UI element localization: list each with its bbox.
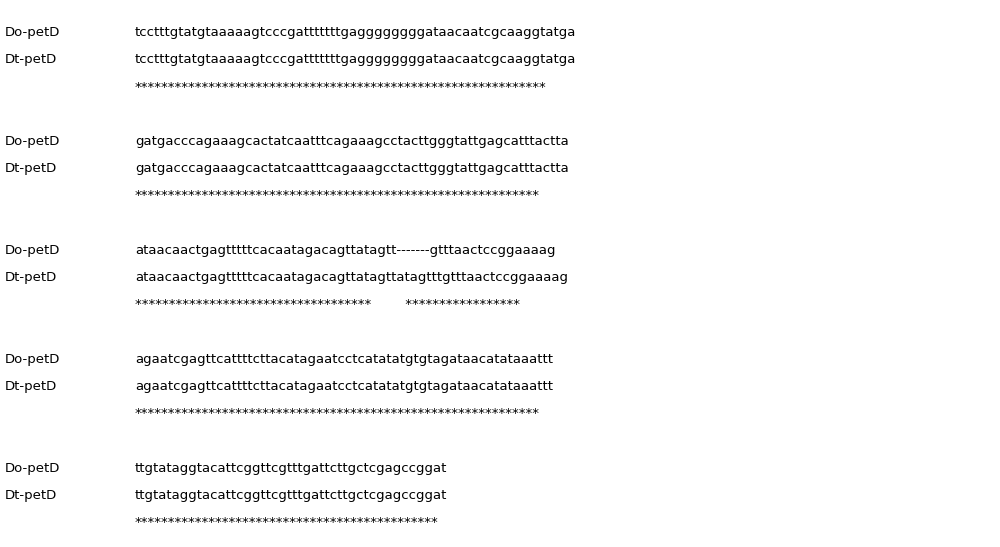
Text: ***********************************        *****************: *********************************** ****…	[135, 298, 520, 311]
Text: ttgtataggtacattcggttcgtttgattcttgctcgagccggat: ttgtataggtacattcggttcgtttgattcttgctcgagc…	[135, 462, 447, 475]
Text: ************************************************************: ****************************************…	[135, 189, 540, 202]
Text: Dt-petD: Dt-petD	[5, 54, 57, 66]
Text: Dt-petD: Dt-petD	[5, 162, 57, 175]
Text: Do-petD: Do-petD	[5, 353, 60, 366]
Text: Do-petD: Do-petD	[5, 135, 60, 148]
Text: *************************************************************: ****************************************…	[135, 80, 547, 94]
Text: ataacaactgagtttttcacaatagacagttatagttatagtttgtttaactccggaaaag: ataacaactgagtttttcacaatagacagttatagttata…	[135, 271, 568, 284]
Text: agaatcgagttcattttcttacatagaatcctcatatatgtgtagataacatataaattt: agaatcgagttcattttcttacatagaatcctcatatatg…	[135, 380, 553, 393]
Text: Do-petD: Do-petD	[5, 462, 60, 475]
Text: Dt-petD: Dt-petD	[5, 489, 57, 502]
Text: Do-petD: Do-petD	[5, 244, 60, 257]
Text: ataacaactgagtttttcacaatagacagttatagtt-------gtttaactccggaaaag: ataacaactgagtttttcacaatagacagttatagtt---…	[135, 244, 556, 257]
Text: ttgtataggtacattcggttcgtttgattcttgctcgagccggat: ttgtataggtacattcggttcgtttgattcttgctcgagc…	[135, 489, 447, 502]
Text: tcctttgtatgtaaaaagtcccgatttttttgaggggggggataacaatcgcaaggtatga: tcctttgtatgtaaaaagtcccgatttttttgaggggggg…	[135, 26, 576, 39]
Text: gatgacccagaaagcactatcaatttcagaaagcctacttgggtattgagcatttactta: gatgacccagaaagcactatcaatttcagaaagcctactt…	[135, 135, 569, 148]
Text: agaatcgagttcattttcttacatagaatcctcatatatgtgtagataacatataaattt: agaatcgagttcattttcttacatagaatcctcatatatg…	[135, 353, 553, 366]
Text: ************************************************************: ****************************************…	[135, 407, 540, 420]
Text: Do-petD: Do-petD	[5, 26, 60, 39]
Text: Dt-petD: Dt-petD	[5, 380, 57, 393]
Text: gatgacccagaaagcactatcaatttcagaaagcctacttgggtattgagcatttactta: gatgacccagaaagcactatcaatttcagaaagcctactt…	[135, 162, 569, 175]
Text: tcctttgtatgtaaaaagtcccgatttttttgaggggggggataacaatcgcaaggtatga: tcctttgtatgtaaaaagtcccgatttttttgaggggggg…	[135, 54, 576, 66]
Text: *********************************************: ****************************************…	[135, 516, 439, 529]
Text: Dt-petD: Dt-petD	[5, 271, 57, 284]
